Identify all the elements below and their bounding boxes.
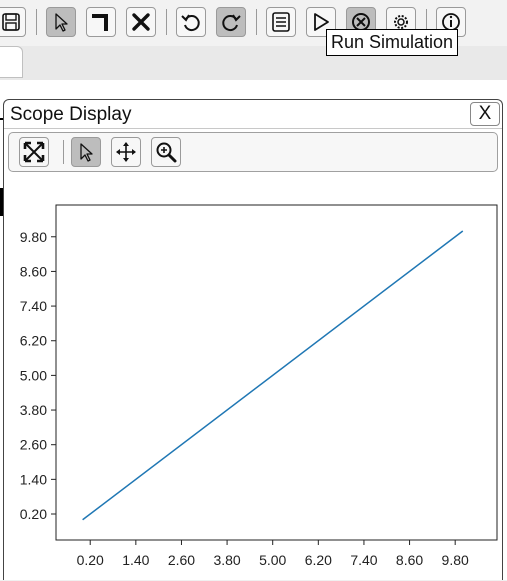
scope-plot[interactable]: 0.20 1.40 2.60 3.80 5.00 6.20 7.40 8.60 9.80 0.2…: [4, 100, 502, 581]
toolbar-separator: [256, 9, 257, 35]
scope-titlebar[interactable]: Scope Display X: [4, 100, 502, 129]
x-tick-label: 9.80: [442, 552, 469, 568]
canvas-wire: [0, 188, 3, 216]
list-icon: [272, 12, 290, 32]
wire-icon: [92, 14, 108, 31]
properties-button[interactable]: [266, 7, 296, 37]
y-tick-label: 2.60: [20, 437, 47, 453]
save-button[interactable]: [0, 7, 26, 37]
select-mode-button[interactable]: [71, 137, 101, 167]
gear-icon: [394, 15, 408, 29]
series-line: [82, 230, 464, 521]
y-tick-label: 0.20: [20, 506, 47, 522]
zoom-in-icon: [156, 142, 177, 163]
x-tick-label: 3.80: [213, 552, 240, 568]
y-tick-label: 9.80: [20, 229, 47, 245]
x-tick-label: 8.60: [396, 552, 423, 568]
y-tick-label: 3.80: [20, 402, 47, 418]
scope-toolbar: [8, 132, 498, 172]
play-icon: [314, 13, 329, 31]
toolbar-separator: [63, 140, 64, 164]
x-tick-label: 7.40: [350, 552, 377, 568]
undo-icon: [181, 14, 200, 32]
close-button[interactable]: X: [470, 102, 500, 126]
delete-icon: [132, 13, 150, 31]
x-tick-label: 1.40: [122, 552, 149, 568]
toolbar-separator: [426, 9, 427, 35]
x-axis: 0.20 1.40 2.60 3.80 5.00 6.20 7.40 8.60 9.80: [77, 540, 469, 568]
y-tick-label: 8.60: [20, 263, 47, 279]
redo-icon: [222, 14, 241, 32]
scope-title: Scope Display: [10, 104, 132, 125]
delete-button[interactable]: [126, 7, 156, 37]
pan-button[interactable]: [111, 137, 141, 167]
series-layer: [82, 230, 464, 521]
y-axis: 0.20 1.40 2.60 3.80 5.00 6.20 7.40 8.60 9.80: [20, 229, 56, 522]
fit-arrows-icon: [23, 141, 45, 163]
select-button[interactable]: [46, 7, 76, 37]
wire-button[interactable]: [86, 7, 116, 37]
y-tick-label: 5.00: [20, 367, 47, 383]
save-icon: [2, 13, 20, 31]
x-tick-label: 2.60: [168, 552, 195, 568]
move-arrows-icon: [116, 142, 136, 162]
redo-button[interactable]: [216, 7, 246, 37]
x-tick-label: 6.20: [305, 552, 332, 568]
x-tick-label: 0.20: [77, 552, 104, 568]
x-tick-label: 5.00: [259, 552, 286, 568]
run-simulation-tooltip: Run Simulation: [326, 29, 459, 56]
undo-button[interactable]: [176, 7, 206, 37]
pointer-icon: [55, 13, 68, 32]
zoom-button[interactable]: [151, 137, 181, 167]
pointer-icon: [80, 143, 93, 162]
scope-display-window: Scope Display X: [3, 99, 503, 580]
canvas-tab[interactable]: [0, 46, 23, 78]
toolbar-separator: [166, 9, 167, 35]
y-tick-label: 6.20: [20, 333, 47, 349]
canvas-wire: [0, 118, 3, 120]
toolbar-separator: [36, 9, 37, 35]
y-tick-label: 1.40: [20, 471, 47, 487]
y-tick-label: 7.40: [20, 298, 47, 314]
fit-view-button[interactable]: [19, 137, 49, 167]
